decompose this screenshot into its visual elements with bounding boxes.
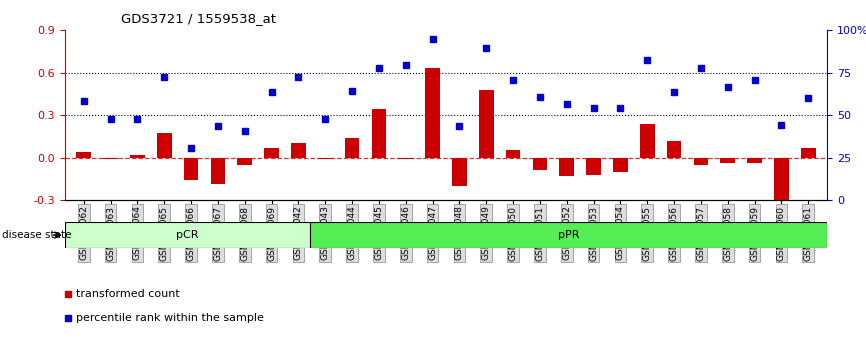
Bar xyxy=(613,158,628,172)
Bar xyxy=(801,148,816,158)
Bar xyxy=(452,158,467,186)
Bar xyxy=(65,222,310,248)
Text: pCR: pCR xyxy=(176,230,198,240)
Bar xyxy=(157,133,171,158)
Bar xyxy=(310,222,827,248)
Text: disease state: disease state xyxy=(2,230,71,240)
Bar xyxy=(291,143,306,158)
Bar xyxy=(130,155,145,158)
Bar xyxy=(721,158,735,163)
Bar xyxy=(76,152,91,158)
Bar xyxy=(640,124,655,158)
Bar xyxy=(506,150,520,158)
Bar xyxy=(372,109,386,158)
Bar xyxy=(479,90,494,158)
Bar xyxy=(345,138,359,158)
Bar xyxy=(774,158,789,200)
Bar xyxy=(398,158,413,159)
Bar xyxy=(425,68,440,158)
Bar xyxy=(667,141,682,158)
Bar xyxy=(184,158,198,180)
Bar xyxy=(559,158,574,176)
Bar xyxy=(586,158,601,175)
Bar xyxy=(533,158,547,170)
Text: pPR: pPR xyxy=(558,230,579,240)
Bar xyxy=(694,158,708,165)
Bar xyxy=(210,158,225,184)
Bar xyxy=(264,148,279,158)
Bar xyxy=(103,158,118,159)
Text: transformed count: transformed count xyxy=(76,289,179,299)
Text: GDS3721 / 1559538_at: GDS3721 / 1559538_at xyxy=(121,12,276,25)
Text: percentile rank within the sample: percentile rank within the sample xyxy=(76,313,263,322)
Bar xyxy=(237,158,252,165)
Bar xyxy=(747,158,762,163)
Bar xyxy=(318,158,333,159)
